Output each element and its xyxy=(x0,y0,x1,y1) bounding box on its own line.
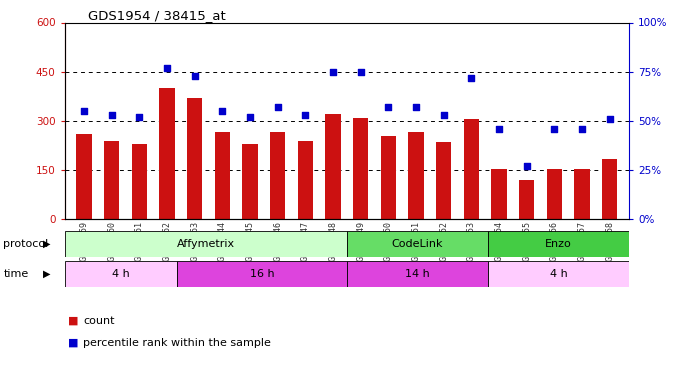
Point xyxy=(383,104,394,110)
Bar xyxy=(159,88,175,219)
Text: percentile rank within the sample: percentile rank within the sample xyxy=(83,338,271,348)
Bar xyxy=(409,132,424,219)
Bar xyxy=(104,141,119,219)
Text: 4 h: 4 h xyxy=(549,269,567,279)
Text: GDS1954 / 38415_at: GDS1954 / 38415_at xyxy=(88,9,226,22)
Point xyxy=(245,114,256,120)
Bar xyxy=(65,231,347,257)
Bar xyxy=(325,114,341,219)
Point xyxy=(300,112,311,118)
Point xyxy=(134,114,145,120)
Point xyxy=(521,163,532,169)
Point xyxy=(577,126,588,132)
Text: protocol: protocol xyxy=(3,239,49,249)
Point xyxy=(272,104,283,110)
Bar xyxy=(65,261,177,287)
Point xyxy=(438,112,449,118)
Point xyxy=(355,69,366,75)
Bar xyxy=(347,261,488,287)
Text: CodeLink: CodeLink xyxy=(392,239,443,249)
Point xyxy=(549,126,560,132)
Bar xyxy=(436,142,452,219)
Point xyxy=(328,69,339,75)
Bar xyxy=(187,98,202,219)
Text: ▶: ▶ xyxy=(43,239,50,249)
Bar xyxy=(488,231,629,257)
Bar xyxy=(547,168,562,219)
Text: count: count xyxy=(83,316,114,326)
Point xyxy=(189,73,200,79)
Bar xyxy=(270,132,285,219)
Bar xyxy=(298,141,313,219)
Point xyxy=(466,75,477,81)
Text: ■: ■ xyxy=(68,316,78,326)
Text: 16 h: 16 h xyxy=(250,269,275,279)
Bar xyxy=(347,231,488,257)
Bar xyxy=(488,261,629,287)
Bar xyxy=(76,134,92,219)
Bar xyxy=(464,119,479,219)
Point xyxy=(494,126,505,132)
Text: 14 h: 14 h xyxy=(405,269,430,279)
Bar xyxy=(353,118,369,219)
Point xyxy=(162,65,173,71)
Text: 4 h: 4 h xyxy=(112,269,130,279)
Bar xyxy=(602,159,617,219)
Bar xyxy=(215,132,230,219)
Bar xyxy=(492,168,507,219)
Text: time: time xyxy=(3,269,29,279)
Bar xyxy=(381,136,396,219)
Text: ■: ■ xyxy=(68,338,78,348)
Bar xyxy=(177,261,347,287)
Point xyxy=(605,116,615,122)
Bar xyxy=(575,168,590,219)
Text: Enzo: Enzo xyxy=(545,239,572,249)
Point xyxy=(78,108,89,114)
Bar xyxy=(132,144,147,219)
Point xyxy=(411,104,422,110)
Text: ▶: ▶ xyxy=(43,269,50,279)
Point xyxy=(106,112,117,118)
Point xyxy=(217,108,228,114)
Bar xyxy=(519,180,534,219)
Text: Affymetrix: Affymetrix xyxy=(177,239,235,249)
Bar xyxy=(242,144,258,219)
